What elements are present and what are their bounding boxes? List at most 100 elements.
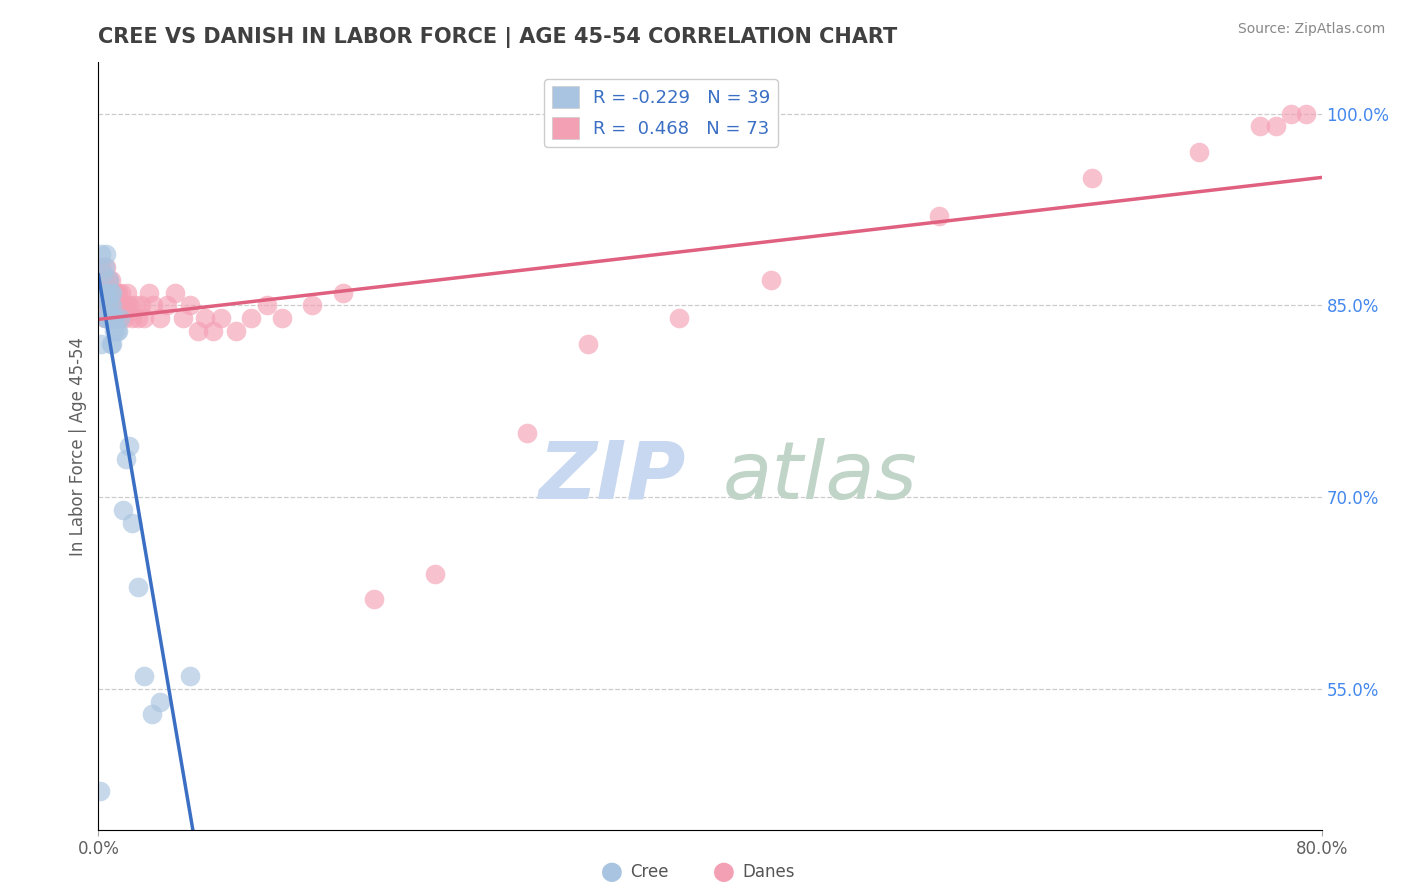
Point [163,285,186,300]
Point [103,298,125,312]
Point [89,784,111,798]
Point [127,580,149,594]
Point [98,273,121,287]
Point [91,273,114,287]
Legend: R = -0.229   N = 39, R =  0.468   N = 73: R = -0.229 N = 39, R = 0.468 N = 73 [544,79,778,146]
Y-axis label: In Labor Force | Age 45-54: In Labor Force | Age 45-54 [69,336,87,556]
Point [107,285,129,300]
Point [89,273,111,287]
Point [100,285,122,300]
Point [118,298,141,312]
Point [108,311,131,326]
Point [97,285,120,300]
Point [94,311,117,326]
Point [104,311,127,326]
Point [110,298,132,312]
Text: ⬤: ⬤ [713,863,735,882]
Point [101,285,124,300]
Point [94,311,117,326]
Point [103,311,125,326]
Point [112,311,135,326]
Point [118,439,141,453]
Point [149,311,172,326]
Point [194,311,217,326]
Point [98,298,121,312]
Point [209,311,232,326]
Text: ZIP: ZIP [538,438,686,516]
Point [668,311,690,326]
Point [97,311,120,326]
Text: Danes: Danes [742,863,794,881]
Point [103,311,125,326]
Point [1188,145,1211,159]
Point [105,311,128,326]
Point [202,324,225,338]
Point [101,336,124,351]
Text: Source: ZipAtlas.com: Source: ZipAtlas.com [1237,22,1385,37]
Point [332,285,354,300]
Point [516,426,538,441]
Text: CREE VS DANISH IN LABOR FORCE | AGE 45-54 CORRELATION CHART: CREE VS DANISH IN LABOR FORCE | AGE 45-5… [98,27,897,48]
Point [91,298,114,312]
Point [117,285,139,300]
Point [91,266,114,280]
Point [134,669,156,683]
Point [179,669,201,683]
Point [98,298,121,312]
Point [98,273,121,287]
Point [121,311,143,326]
Point [101,298,124,312]
Point [156,298,179,312]
Point [90,285,112,300]
Point [172,311,194,326]
Point [90,260,112,274]
Point [121,516,143,530]
Point [97,298,120,312]
Point [115,451,138,466]
Point [101,298,124,312]
Point [115,298,138,312]
Point [107,324,129,338]
Point [1295,106,1317,120]
Point [107,298,129,312]
Point [270,311,292,326]
Point [138,285,160,300]
Point [97,273,120,287]
Text: Cree: Cree [630,863,668,881]
Point [928,209,950,223]
Point [141,707,163,722]
Point [124,298,146,312]
Point [363,592,385,607]
Point [129,298,152,312]
Point [97,285,120,300]
Point [94,285,117,300]
Point [94,247,117,261]
Point [93,285,115,300]
Point [256,298,278,312]
Point [98,285,121,300]
Point [93,285,115,300]
Point [108,311,131,326]
Point [105,285,128,300]
Point [1264,120,1286,134]
Point [93,260,115,274]
Point [149,695,172,709]
Point [90,247,112,261]
Point [1081,170,1104,185]
Point [101,311,124,326]
Point [104,298,127,312]
Point [94,285,117,300]
Text: ⬤: ⬤ [600,863,623,882]
Point [100,273,122,287]
Point [240,311,263,326]
Point [94,260,117,274]
Text: atlas: atlas [723,438,917,516]
Point [111,298,134,312]
Point [98,311,121,326]
Point [105,324,128,338]
Point [142,298,165,312]
Point [1279,106,1302,120]
Point [1249,120,1271,134]
Point [104,285,127,300]
Point [101,285,124,300]
